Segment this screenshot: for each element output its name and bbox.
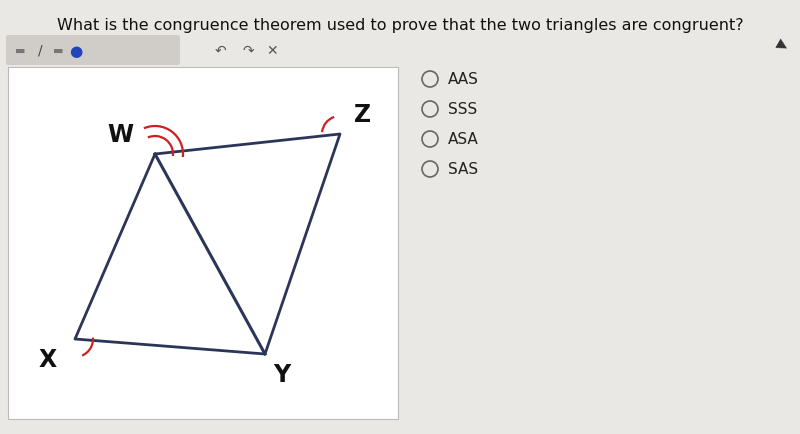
Text: ✕: ✕ bbox=[266, 44, 278, 58]
Text: ▬: ▬ bbox=[14, 46, 26, 56]
Text: ↷: ↷ bbox=[242, 44, 254, 58]
Text: /: / bbox=[38, 44, 42, 58]
Text: ●: ● bbox=[70, 43, 82, 58]
Text: X: X bbox=[38, 347, 57, 371]
Text: Y: Y bbox=[273, 362, 290, 386]
FancyBboxPatch shape bbox=[6, 36, 180, 66]
Text: ↶: ↶ bbox=[214, 44, 226, 58]
Text: Z: Z bbox=[354, 103, 371, 127]
Text: AAS: AAS bbox=[448, 72, 479, 87]
Text: ASA: ASA bbox=[448, 132, 478, 147]
Text: W: W bbox=[107, 123, 133, 147]
Text: ▬: ▬ bbox=[53, 46, 63, 56]
Text: SSS: SSS bbox=[448, 102, 478, 117]
Text: What is the congruence theorem used to prove that the two triangles are congruen: What is the congruence theorem used to p… bbox=[57, 18, 743, 33]
Text: ▶: ▶ bbox=[774, 36, 790, 53]
Text: SAS: SAS bbox=[448, 162, 478, 177]
Bar bbox=[8, 68, 398, 419]
